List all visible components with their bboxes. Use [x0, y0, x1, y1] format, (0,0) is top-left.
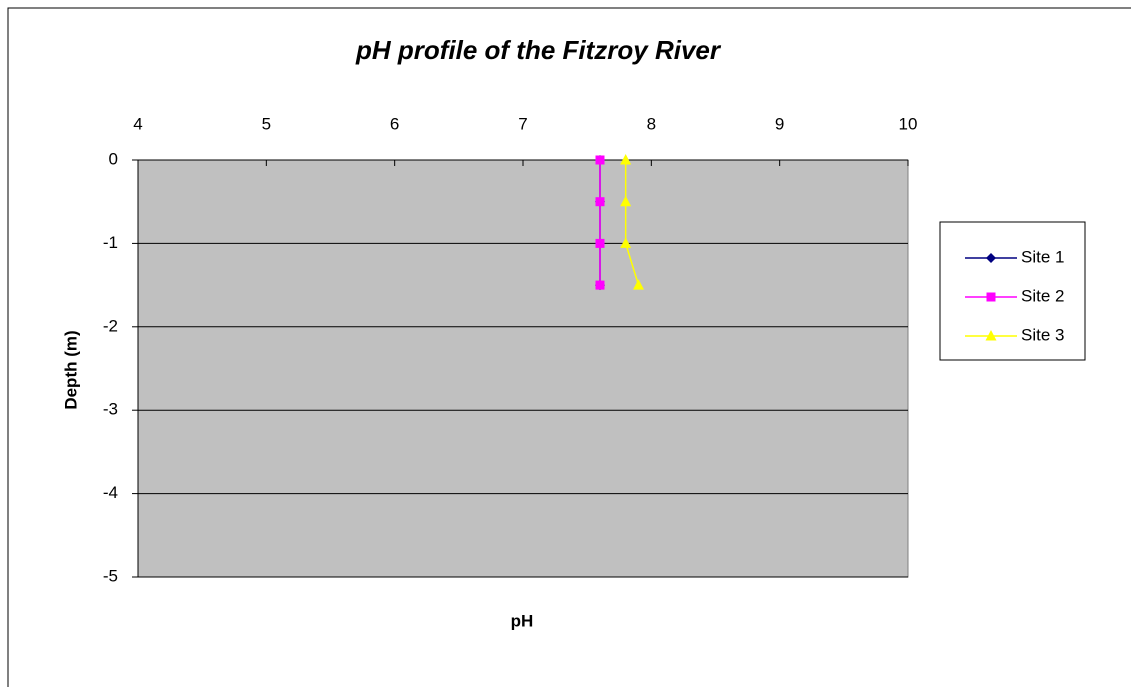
- x-tick-label: 7: [518, 114, 527, 133]
- y-tick-label: -3: [103, 400, 118, 419]
- x-axis-label: pH: [511, 611, 534, 630]
- x-tick-label: 9: [775, 114, 784, 133]
- marker: [620, 237, 632, 248]
- y-tick-label: -5: [103, 566, 118, 585]
- series-line: [624, 160, 640, 286]
- y-axis-label: Depth (m): [61, 330, 80, 409]
- chart-title: pH profile of the Fitzroy River: [355, 35, 722, 65]
- marker: [620, 195, 632, 207]
- marker: [633, 279, 644, 290]
- marker: [595, 238, 605, 248]
- legend-label: Site 3: [1021, 325, 1064, 344]
- x-tick-label: 5: [262, 114, 271, 133]
- plot-area: [137, 159, 909, 578]
- marker: [595, 155, 605, 165]
- y-tick-label: 0: [109, 149, 118, 168]
- marker: [620, 154, 632, 165]
- x-tick-label: 10: [899, 114, 918, 133]
- legend-label: Site 2: [1021, 286, 1064, 305]
- x-tick-label: 6: [390, 114, 399, 133]
- y-tick-label: -2: [103, 316, 118, 335]
- marker: [986, 292, 996, 302]
- marker: [985, 330, 997, 341]
- marker: [595, 280, 605, 290]
- marker: [595, 197, 605, 207]
- legend: [939, 221, 1086, 361]
- x-tick-label: 4: [133, 114, 142, 133]
- x-tick-label: 8: [647, 114, 656, 133]
- y-tick-label: -4: [103, 483, 118, 502]
- y-tick-label: -1: [103, 233, 118, 252]
- legend-label: Site 1: [1021, 247, 1064, 266]
- marker: [986, 253, 996, 263]
